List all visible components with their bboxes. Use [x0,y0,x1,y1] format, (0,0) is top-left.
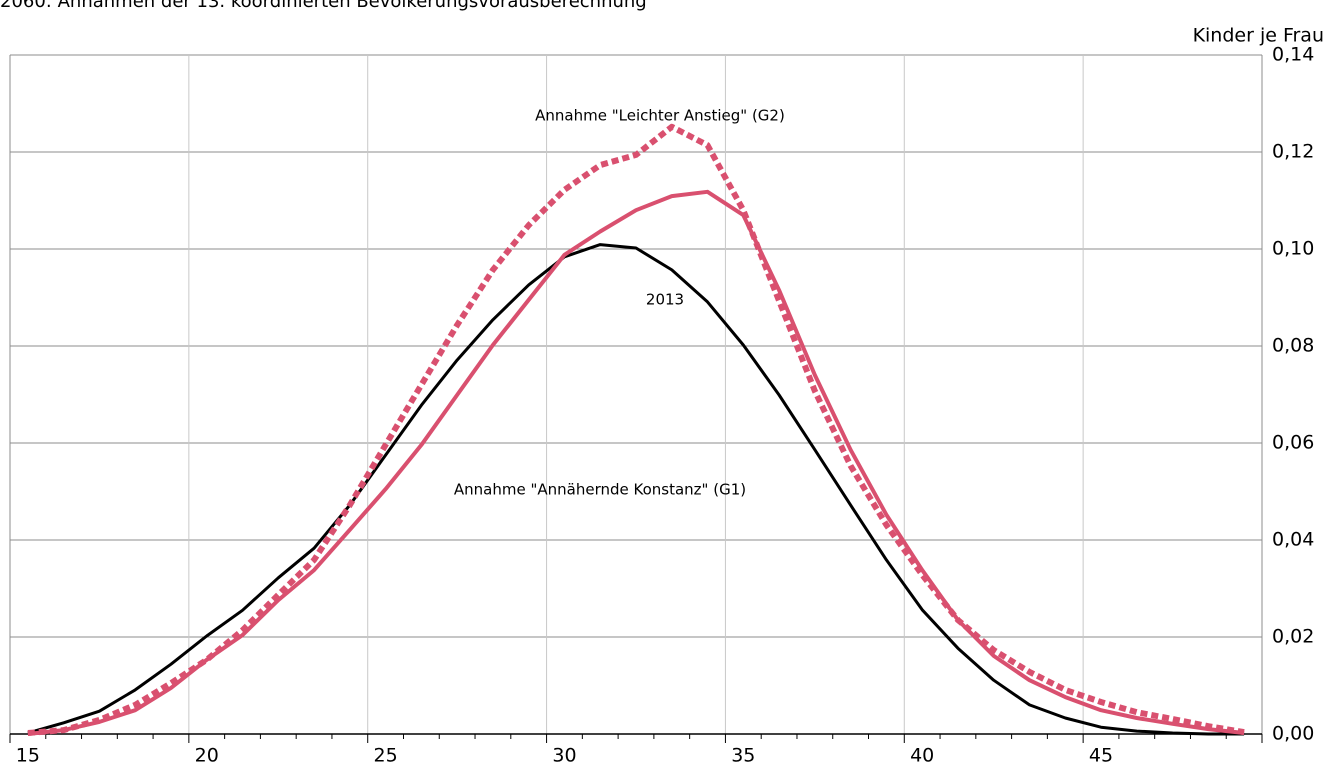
series-annotation: Annahme "Annähernde Konstanz" (G1) [454,481,746,499]
x-tick-label: 25 [374,745,398,767]
x-tick-label: 35 [731,745,755,767]
y-tick-label: 0,04 [1272,529,1314,551]
line-series [27,189,1245,736]
x-tick-label: 20 [195,745,219,767]
y-tick-label: 0,02 [1272,626,1314,648]
series-annotation: 2013 [646,291,684,309]
y-tick-label: 0,00 [1272,723,1314,745]
line-series [27,243,1245,736]
x-tick-label: 40 [910,745,934,767]
series-annotation: Annahme "Leichter Anstieg" (G2) [535,107,785,125]
line-series [27,123,1245,736]
y-axis-label: Kinder je Frau [1193,25,1324,47]
x-tick-label: 45 [1089,745,1113,767]
chart-title: 2060: Annahmen der 13. koordinierten Bev… [0,0,647,12]
x-tick-label: 30 [552,745,576,767]
x-tick-label: 15 [16,745,40,767]
y-tick-label: 0,14 [1272,44,1314,66]
y-tick-label: 0,10 [1272,238,1314,260]
y-tick-label: 0,06 [1272,432,1314,454]
y-tick-label: 0,08 [1272,335,1314,357]
y-tick-label: 0,12 [1272,141,1314,163]
